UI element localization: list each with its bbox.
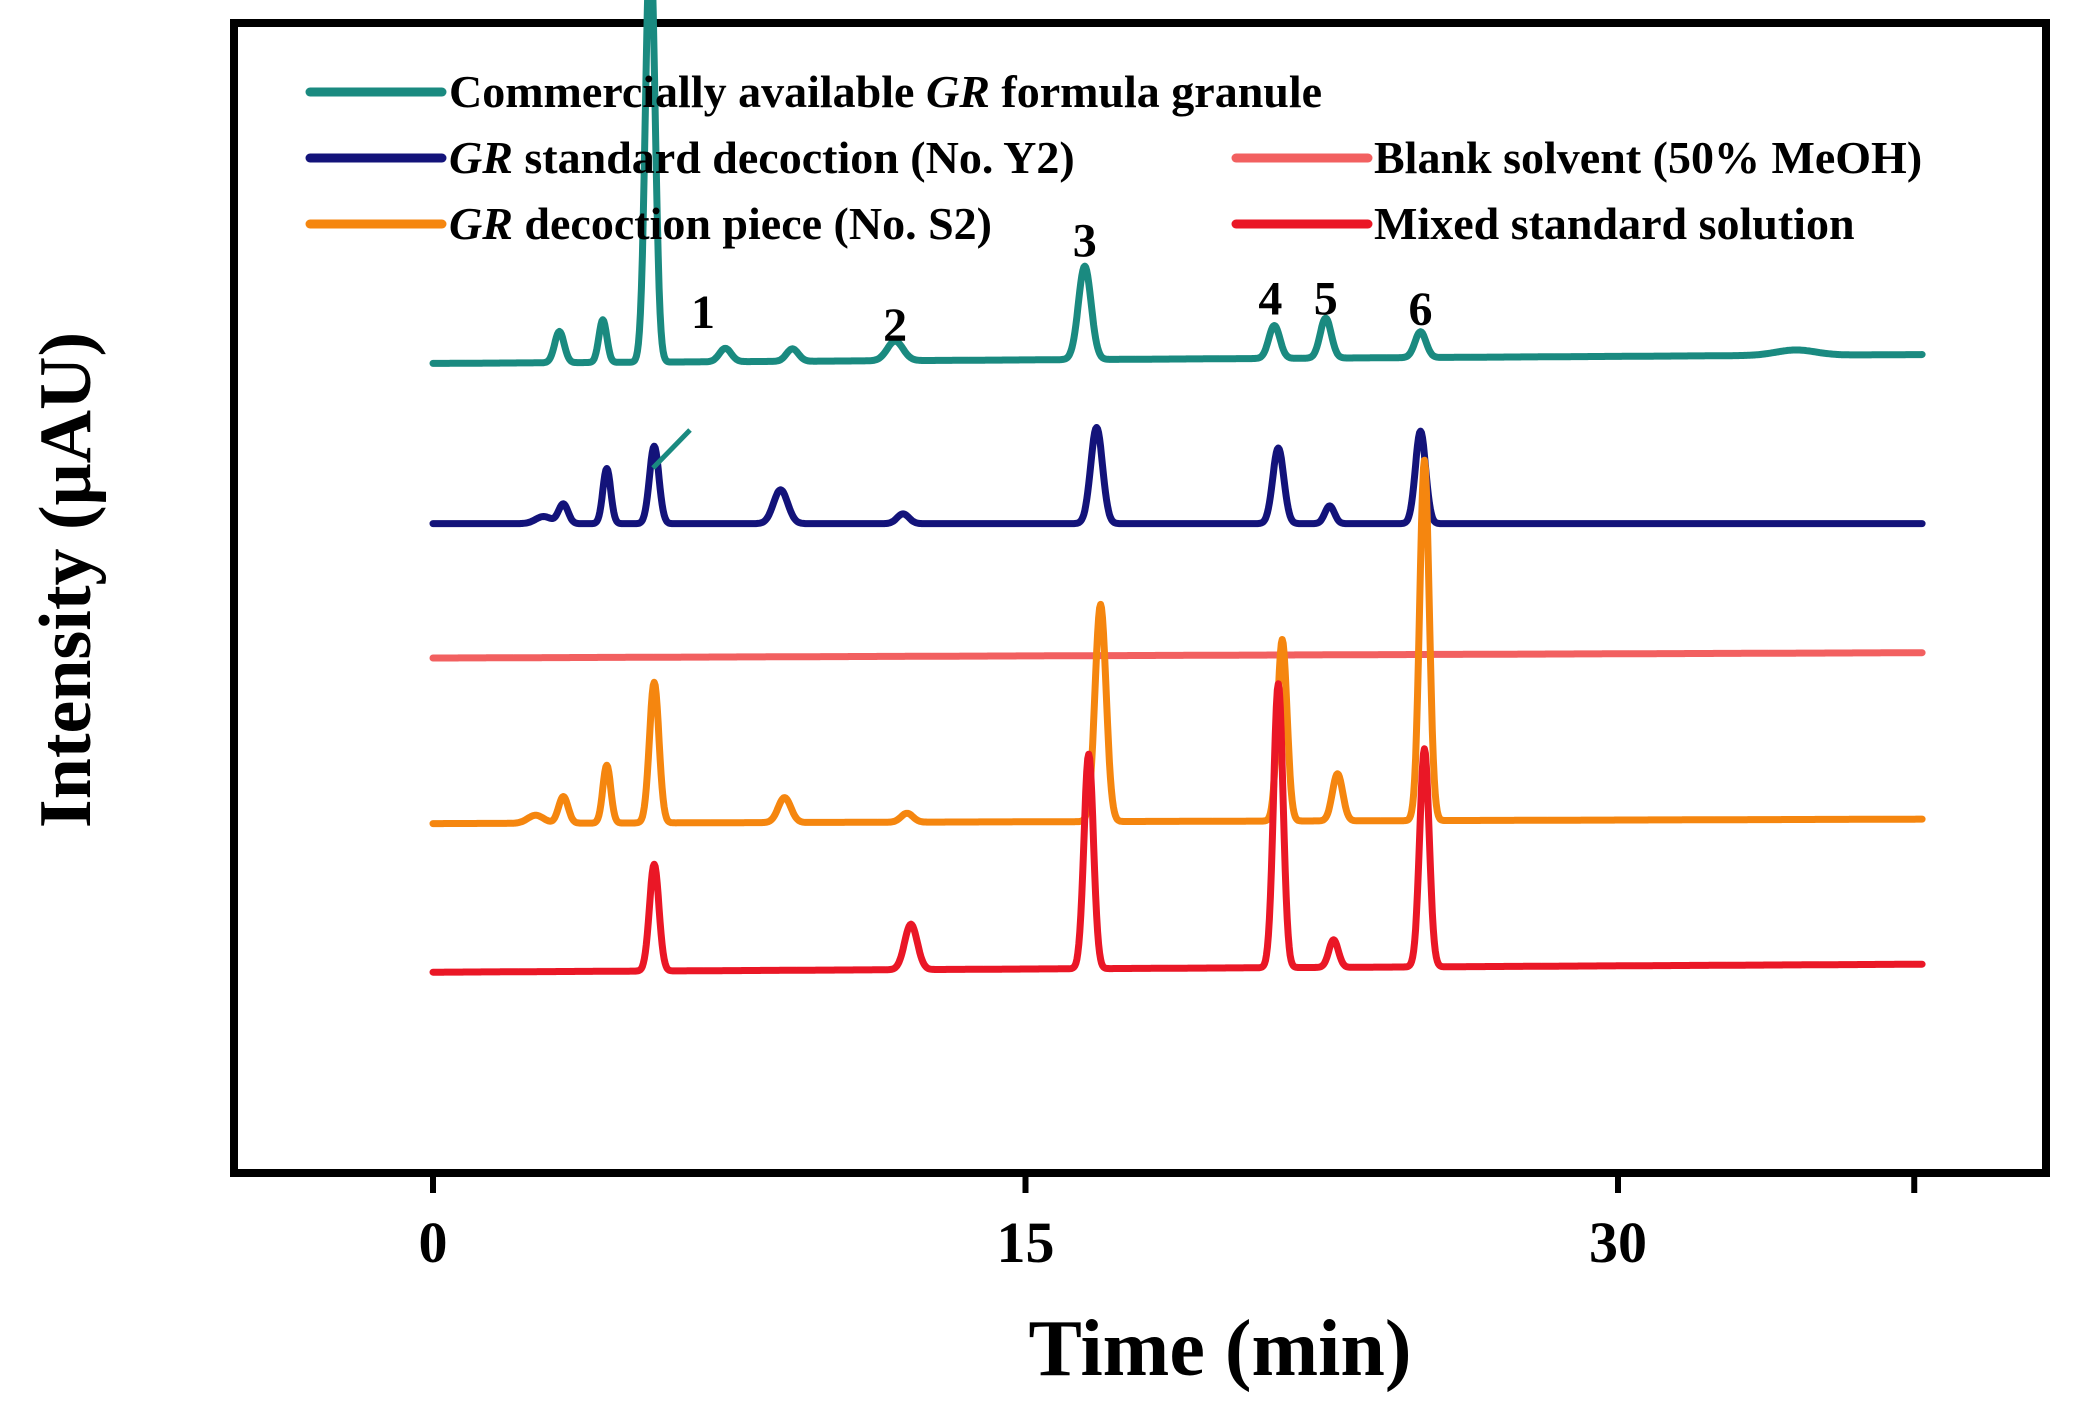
peak-label-3: 3 (1073, 215, 1097, 268)
legend-label-blank: Blank solvent (50% MeOH) (1374, 132, 1922, 183)
trace-standard (429, 424, 1926, 528)
legend: Commercially available GR formula granul… (305, 66, 1922, 249)
trace-piece (429, 456, 1926, 828)
x-tick-label: 15 (997, 1210, 1055, 1275)
legend-label-mixed: Mixed standard solution (1374, 198, 1855, 249)
x-axis: 0 15 30 (419, 1173, 1918, 1275)
x-axis-title: Time (min) (1029, 1305, 1412, 1393)
peak-label-5: 5 (1314, 273, 1338, 326)
x-tick-label: 30 (1589, 1210, 1647, 1275)
plot-frame (230, 19, 2050, 1177)
x-tick-label: 0 (419, 1210, 448, 1275)
peak-label-2: 2 (883, 299, 907, 352)
peak-label-1: 1 (691, 286, 715, 339)
peak-labels: 1 2 3 4 5 6 (691, 215, 1433, 353)
legend-label-standard: GR standard decoction (No. Y2) (449, 132, 1075, 183)
trace-blank (429, 649, 1926, 662)
traces (429, 0, 1926, 976)
trace-granule (429, 0, 1926, 367)
trace-mixed (429, 680, 1926, 976)
peak-label-6: 6 (1409, 283, 1433, 336)
legend-label-piece: GR decoction piece (No. S2) (449, 198, 992, 249)
peak-label-4: 4 (1258, 273, 1282, 326)
legend-label-granule: Commercially available GR formula granul… (449, 66, 1322, 117)
peak-1-leader (651, 428, 692, 470)
y-axis-title: Intensity (μAU) (25, 332, 107, 828)
